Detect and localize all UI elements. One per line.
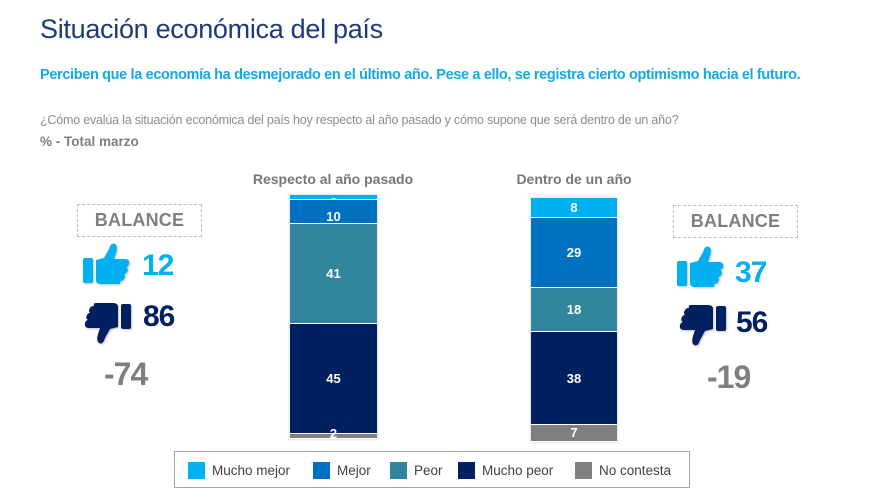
bar-segment-no-contesta bbox=[531, 424, 617, 442]
legend-label: Mucho peor bbox=[482, 462, 554, 478]
data-label-mejor: 10 bbox=[326, 209, 341, 224]
bar-segment-mejor bbox=[290, 199, 377, 225]
chart-legend: Mucho mejor Mejor Peor Mucho peor No contest… bbox=[174, 451, 690, 488]
legend-item-no-contesta: No contesta bbox=[575, 461, 671, 479]
legend-label: Mucho mejor bbox=[212, 462, 291, 478]
thumbs-down-icon bbox=[83, 302, 131, 346]
legend-swatch bbox=[575, 461, 592, 479]
bar-last-year: 21041452 bbox=[290, 195, 377, 441]
legend-swatch bbox=[458, 461, 475, 479]
bar-segment-peor bbox=[290, 224, 377, 325]
legend-label: Mejor bbox=[337, 462, 371, 478]
thumbs-up-icon bbox=[83, 241, 131, 285]
balance-value: -19 bbox=[707, 359, 751, 395]
bar-segment-mucho-mejor bbox=[531, 198, 617, 218]
balance-label: BALANCE bbox=[673, 205, 798, 238]
legend-item-mucho-mejor: Mucho mejor bbox=[188, 461, 290, 479]
bar-segment-no-contesta bbox=[290, 434, 377, 439]
positive-value: 37 bbox=[735, 256, 767, 289]
legend-item-mejor: Mejor bbox=[313, 461, 371, 479]
legend-label: No contesta bbox=[599, 462, 672, 478]
legend-swatch bbox=[390, 461, 407, 479]
legend-label: Peor bbox=[414, 462, 443, 478]
thumbs-up-icon bbox=[677, 244, 725, 288]
data-label-mucho-peor: 45 bbox=[326, 371, 341, 387]
legend-item-mucho-peor: Mucho peor bbox=[458, 461, 553, 479]
unit-label: % - Total marzo bbox=[40, 134, 139, 149]
bar-title-next-year: Dentro de un año bbox=[516, 171, 632, 187]
negative-value: 86 bbox=[143, 300, 175, 333]
negative-value: 56 bbox=[736, 306, 768, 339]
data-label-mejor: 29 bbox=[566, 244, 582, 260]
bar-next-year: 8 29 18 38 7 bbox=[531, 198, 617, 442]
survey-question: ¿Cómo evalúa la situación económica del … bbox=[40, 113, 679, 127]
legend-item-peor: Peor bbox=[390, 461, 443, 479]
legend-swatch bbox=[313, 461, 330, 479]
bar-segment-mucho-peor bbox=[531, 332, 617, 425]
data-label-mucho-mejor: 8 bbox=[570, 199, 578, 215]
bar-segment-mejor bbox=[531, 217, 617, 289]
page-title: Situación económica del país bbox=[40, 14, 383, 44]
data-label-peor: 18 bbox=[566, 302, 582, 318]
legend-swatch bbox=[188, 461, 205, 479]
headline-summary: Perciben que la economía ha desmejorado … bbox=[40, 67, 801, 83]
data-label-no-contesta: 7 bbox=[570, 425, 578, 441]
bar-segment-mucho-mejor bbox=[290, 195, 377, 200]
data-label-no-contesta: 2 bbox=[329, 426, 338, 441]
bar-title-last-year: Respecto al año pasado bbox=[252, 171, 414, 187]
thumbs-down-icon bbox=[678, 304, 726, 348]
balance-value: -74 bbox=[104, 356, 148, 392]
bar-segment-mucho-peor bbox=[290, 324, 377, 435]
data-label-mucho-peor: 38 bbox=[566, 370, 582, 386]
bar-segment-peor bbox=[531, 288, 617, 333]
data-label-peor: 41 bbox=[326, 266, 341, 282]
positive-value: 12 bbox=[142, 249, 174, 282]
balance-label: BALANCE bbox=[77, 204, 202, 237]
